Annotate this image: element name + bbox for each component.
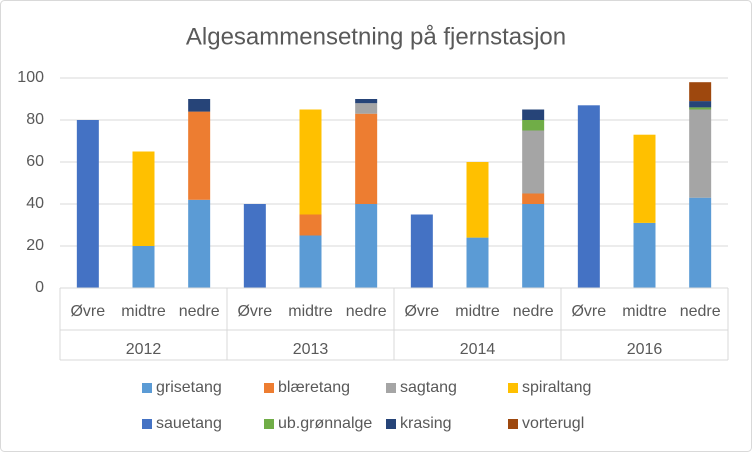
x-tick-label: midtre xyxy=(121,303,166,320)
bar-segment xyxy=(299,235,322,288)
bar-segment xyxy=(466,237,489,288)
bar-segment xyxy=(522,120,545,131)
bar-segment xyxy=(132,151,155,246)
bar-segment xyxy=(132,246,155,288)
bar-segment xyxy=(299,214,322,236)
bar-segment xyxy=(355,113,378,204)
legend-swatch xyxy=(508,419,518,429)
group-label: 2012 xyxy=(126,341,162,358)
legend-label: ub.grønnalge xyxy=(278,415,372,432)
bar-segment xyxy=(76,120,99,288)
x-tick-label: midtre xyxy=(622,303,667,320)
legend-swatch xyxy=(142,419,152,429)
y-tick-label: 20 xyxy=(26,237,44,254)
legend-swatch xyxy=(264,383,274,393)
legend-label: sauetang xyxy=(156,415,222,432)
bar-segment xyxy=(689,107,712,110)
bar-segment xyxy=(466,162,489,238)
bar-segment xyxy=(188,111,211,200)
legend-swatch xyxy=(508,383,518,393)
x-tick-label: nedre xyxy=(346,303,387,320)
bar-segment xyxy=(689,82,712,102)
y-tick-label: 0 xyxy=(35,279,44,296)
x-tick-label: midtre xyxy=(455,303,500,320)
legend-swatch xyxy=(264,419,274,429)
bar-segment xyxy=(633,134,656,223)
y-tick-label: 40 xyxy=(26,195,44,212)
bar-segment xyxy=(633,222,656,288)
x-tick-label: nedre xyxy=(680,303,721,320)
bar-segment xyxy=(689,197,712,288)
x-tick-label: Øvre xyxy=(404,303,439,320)
bar-segment xyxy=(410,214,433,288)
bar-segment xyxy=(188,99,211,112)
bar-segment xyxy=(689,109,712,198)
legend-label: grisetang xyxy=(156,379,222,396)
x-tick-label: midtre xyxy=(288,303,333,320)
y-tick-label: 100 xyxy=(17,69,44,86)
bar-segment xyxy=(188,199,211,288)
bar-segment xyxy=(522,130,545,194)
bar-segment xyxy=(355,204,378,288)
chart-title: Algesammensetning på fjernstasjon xyxy=(186,23,566,50)
legend-label: spiraltang xyxy=(522,379,591,396)
group-label: 2016 xyxy=(627,341,663,358)
legend-swatch xyxy=(386,419,396,429)
x-tick-label: Øvre xyxy=(571,303,606,320)
group-label: 2013 xyxy=(293,341,329,358)
bar-segment xyxy=(243,204,266,288)
bar-segment xyxy=(355,99,378,104)
y-tick-label: 80 xyxy=(26,111,44,128)
x-tick-label: nedre xyxy=(179,303,220,320)
legend-label: blæretang xyxy=(278,379,350,396)
legend-label: sagtang xyxy=(400,379,457,396)
bar-segment xyxy=(577,105,600,288)
x-tick-label: nedre xyxy=(513,303,554,320)
bar-segment xyxy=(299,109,322,215)
group-label: 2014 xyxy=(460,341,496,358)
legend-label: vorterugl xyxy=(522,415,584,432)
x-tick-label: Øvre xyxy=(237,303,272,320)
bar-segment xyxy=(522,204,545,288)
legend-swatch xyxy=(386,383,396,393)
bar-segment xyxy=(689,101,712,108)
bar-segment xyxy=(522,193,545,204)
x-tick-label: Øvre xyxy=(70,303,105,320)
y-tick-label: 60 xyxy=(26,153,44,170)
legend-swatch xyxy=(142,383,152,393)
legend-label: krasing xyxy=(400,415,452,432)
bar-segment xyxy=(355,103,378,114)
bar-segment xyxy=(522,109,545,120)
